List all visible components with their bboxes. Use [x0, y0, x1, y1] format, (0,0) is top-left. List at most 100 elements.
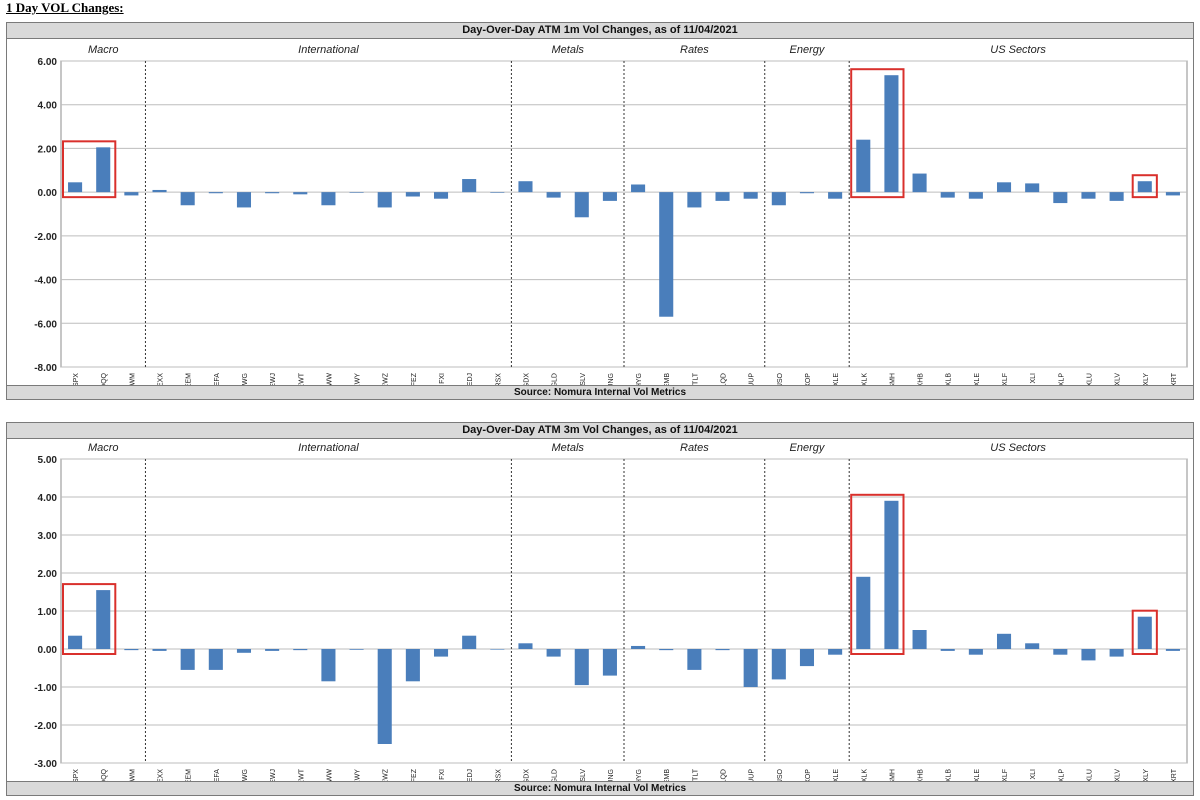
x-tick-label: EMB: [664, 373, 671, 385]
x-tick-label: TLT: [692, 768, 699, 781]
bar-xlu: [1081, 192, 1096, 199]
x-tick-label: XHB: [918, 769, 925, 781]
y-tick-label: 0.00: [38, 188, 58, 199]
x-tick-label: SLV: [580, 373, 587, 385]
y-tick-label: 1.00: [38, 607, 58, 618]
group-label: Energy: [790, 44, 826, 56]
bar-ung: [602, 649, 617, 676]
vol-change-chart-3m: 5.00 4.00 3.00 2.00 1.00 0.00 -1.00 -2.00 -3.00 M…: [34, 442, 1188, 781]
bar-fez: [405, 649, 420, 682]
bar-xle: [828, 649, 843, 655]
bar-xrt: [1165, 649, 1180, 651]
highlight-box: [850, 68, 905, 199]
bar-xlv: [1109, 649, 1124, 657]
group-label: Metals: [551, 442, 584, 454]
bar-xlf: [996, 633, 1012, 649]
bar-xly: [1137, 616, 1152, 649]
chart-title: Day-Over-Day ATM 1m Vol Changes, as of 1…: [7, 23, 1193, 39]
bar-xlv: [1109, 192, 1124, 201]
x-tick-label: HEDJ: [467, 769, 474, 781]
highlight-box: [62, 583, 117, 656]
x-tick-label: EWJ: [270, 373, 277, 385]
bar-xlk: [856, 139, 871, 193]
group-label: US Sectors: [990, 442, 1046, 454]
bar-emb: [659, 649, 674, 651]
x-tick-label: USO: [777, 768, 784, 781]
x-tick-label: UNG: [608, 769, 615, 781]
x-tick-label: XLK: [861, 769, 868, 781]
bar-ewz: [377, 649, 392, 744]
group-label: Rates: [680, 44, 709, 56]
x-tick-label: XLE: [833, 373, 840, 385]
y-tick-label: 2.00: [38, 569, 58, 580]
group-label: Energy: [790, 442, 826, 454]
x-tick-label: EWG: [242, 769, 249, 781]
bar-xrt: [1165, 192, 1180, 196]
x-tick-label: IWM: [129, 373, 136, 385]
bar-slv: [574, 192, 589, 218]
bar-iwm: [124, 192, 139, 196]
x-tick-label: XLB: [946, 373, 953, 385]
bar-spx: [68, 182, 83, 193]
x-tick-label: EWY: [355, 373, 362, 385]
x-tick-label: XLY: [1143, 373, 1150, 385]
highlight-box: [1131, 609, 1158, 655]
x-tick-label: USO: [777, 372, 784, 385]
x-tick-label: LQD: [721, 769, 728, 781]
bar-xlb: [940, 192, 955, 198]
x-tick-label: XRT: [1171, 372, 1178, 385]
bar-xlk: [856, 576, 871, 649]
bar-exx: [152, 649, 167, 651]
x-tick-label: UUP: [749, 769, 756, 781]
y-tick-label: 5.00: [38, 455, 58, 466]
bar-tlt: [687, 649, 702, 670]
bar-xle: [968, 192, 983, 199]
x-tick-label: XLI: [1030, 373, 1037, 384]
x-tick-label: XHB: [918, 373, 925, 385]
bar-qqq: [96, 147, 111, 193]
bar-ewt: [293, 192, 308, 195]
group-label: International: [298, 442, 359, 454]
y-tick-label: -2.00: [34, 232, 57, 243]
x-tick-label: IWM: [129, 769, 136, 781]
x-tick-label: FEZ: [411, 768, 418, 781]
x-tick-label: TLT: [692, 372, 699, 385]
bar-xlf: [996, 182, 1012, 193]
x-tick-label: XLP: [1058, 769, 1065, 781]
bar-uup: [743, 192, 758, 199]
bar-efa: [208, 649, 223, 670]
x-tick-label: SPX: [73, 373, 80, 385]
y-tick-label: -2.00: [34, 721, 57, 732]
x-tick-label: FEZ: [411, 372, 418, 385]
x-tick-label: EWT: [298, 372, 305, 385]
bar-xlb: [940, 649, 955, 651]
x-tick-label: XOP: [805, 769, 812, 781]
x-tick-label: EXX: [158, 373, 165, 385]
x-tick-label: UUP: [749, 373, 756, 385]
chart-source: Source: Nomura Internal Vol Metrics: [7, 385, 1193, 399]
bar-eem: [180, 649, 195, 670]
y-tick-label: 6.00: [38, 57, 58, 68]
bar-exx: [152, 189, 167, 193]
x-tick-label: EEM: [186, 373, 193, 385]
bar-fxi: [433, 649, 449, 657]
bar-ewz: [377, 192, 392, 208]
bar-uso: [771, 192, 786, 206]
bar-qqq: [96, 590, 111, 649]
x-tick-label: HEDJ: [467, 373, 474, 385]
x-tick-label: RSX: [495, 769, 502, 781]
bar-xop: [799, 192, 815, 194]
x-tick-label: HYG: [636, 373, 643, 385]
x-tick-label: EWZ: [383, 768, 390, 781]
group-label: International: [298, 44, 359, 56]
bar-ewt: [293, 649, 308, 651]
bar-rsx: [490, 649, 505, 650]
bar-xhb: [912, 630, 927, 649]
bar-gld: [546, 192, 561, 198]
x-tick-label: XLU: [1086, 373, 1093, 385]
bar-fez: [405, 192, 420, 197]
x-tick-label: EFA: [214, 769, 221, 781]
x-tick-label: FXI: [439, 373, 446, 384]
bar-ewg: [236, 192, 252, 208]
bar-uup: [743, 649, 758, 687]
